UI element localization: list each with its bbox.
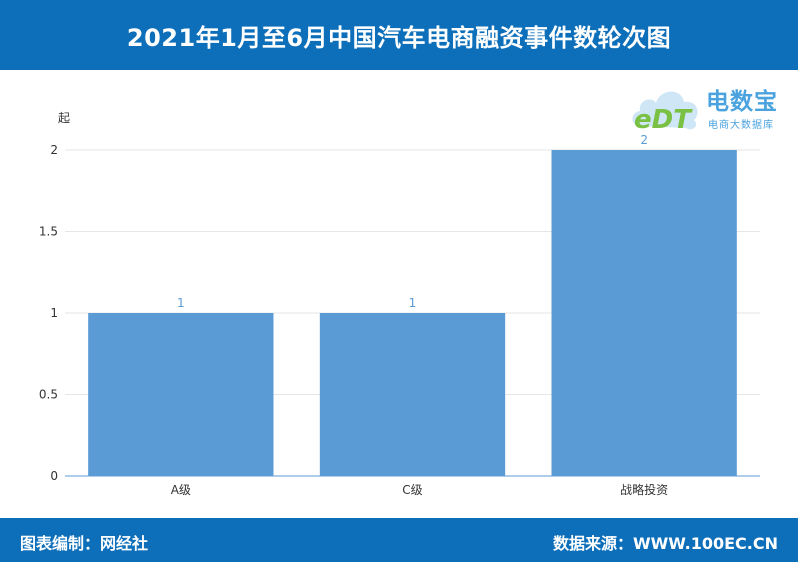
edt-logo: eDT 电数宝 电商大数据库: [628, 76, 794, 140]
logo-subtitle: 电商大数据库: [708, 120, 774, 131]
bars: 1 1 2: [88, 133, 737, 476]
logo-brand-cn: 电数宝: [706, 89, 778, 115]
logo-en-text: eDT: [634, 105, 693, 135]
x-tick-label: A级: [171, 483, 191, 497]
y-tick-label: 1: [50, 306, 58, 320]
x-tick-label: 战略投资: [620, 482, 668, 497]
footer-bar: 图表编制：网经社 数据来源：WWW.100EC.CN: [0, 518, 798, 562]
data-label: 1: [409, 296, 417, 310]
bar: [319, 313, 506, 476]
y-tick-label: 0.5: [39, 388, 58, 402]
x-axis: A级 C级 战略投资: [65, 475, 760, 497]
y-tick-label: 0: [50, 469, 58, 483]
data-label: 2: [640, 133, 648, 147]
bar-chart: 0 0.5 1 1.5 2 起 1 1 2 A级 C级 战略投资: [39, 111, 760, 497]
footer-source: 数据来源：WWW.100EC.CN: [552, 534, 778, 553]
cloud-logo-icon: eDT: [632, 91, 698, 135]
y-axis: 0 0.5 1 1.5 2: [39, 143, 58, 483]
y-axis-label: 起: [58, 111, 70, 125]
x-tick-label: C级: [402, 483, 422, 497]
data-label: 1: [177, 296, 185, 310]
bar: [88, 313, 274, 476]
header-bar: 2021年1月至6月中国汽车电商融资事件数轮次图: [0, 0, 798, 70]
y-tick-label: 1.5: [39, 225, 58, 239]
y-tick-label: 2: [50, 143, 58, 157]
chart-title: 2021年1月至6月中国汽车电商融资事件数轮次图: [126, 23, 672, 52]
footer-credit: 图表编制：网经社: [20, 534, 149, 553]
bar: [551, 150, 737, 476]
